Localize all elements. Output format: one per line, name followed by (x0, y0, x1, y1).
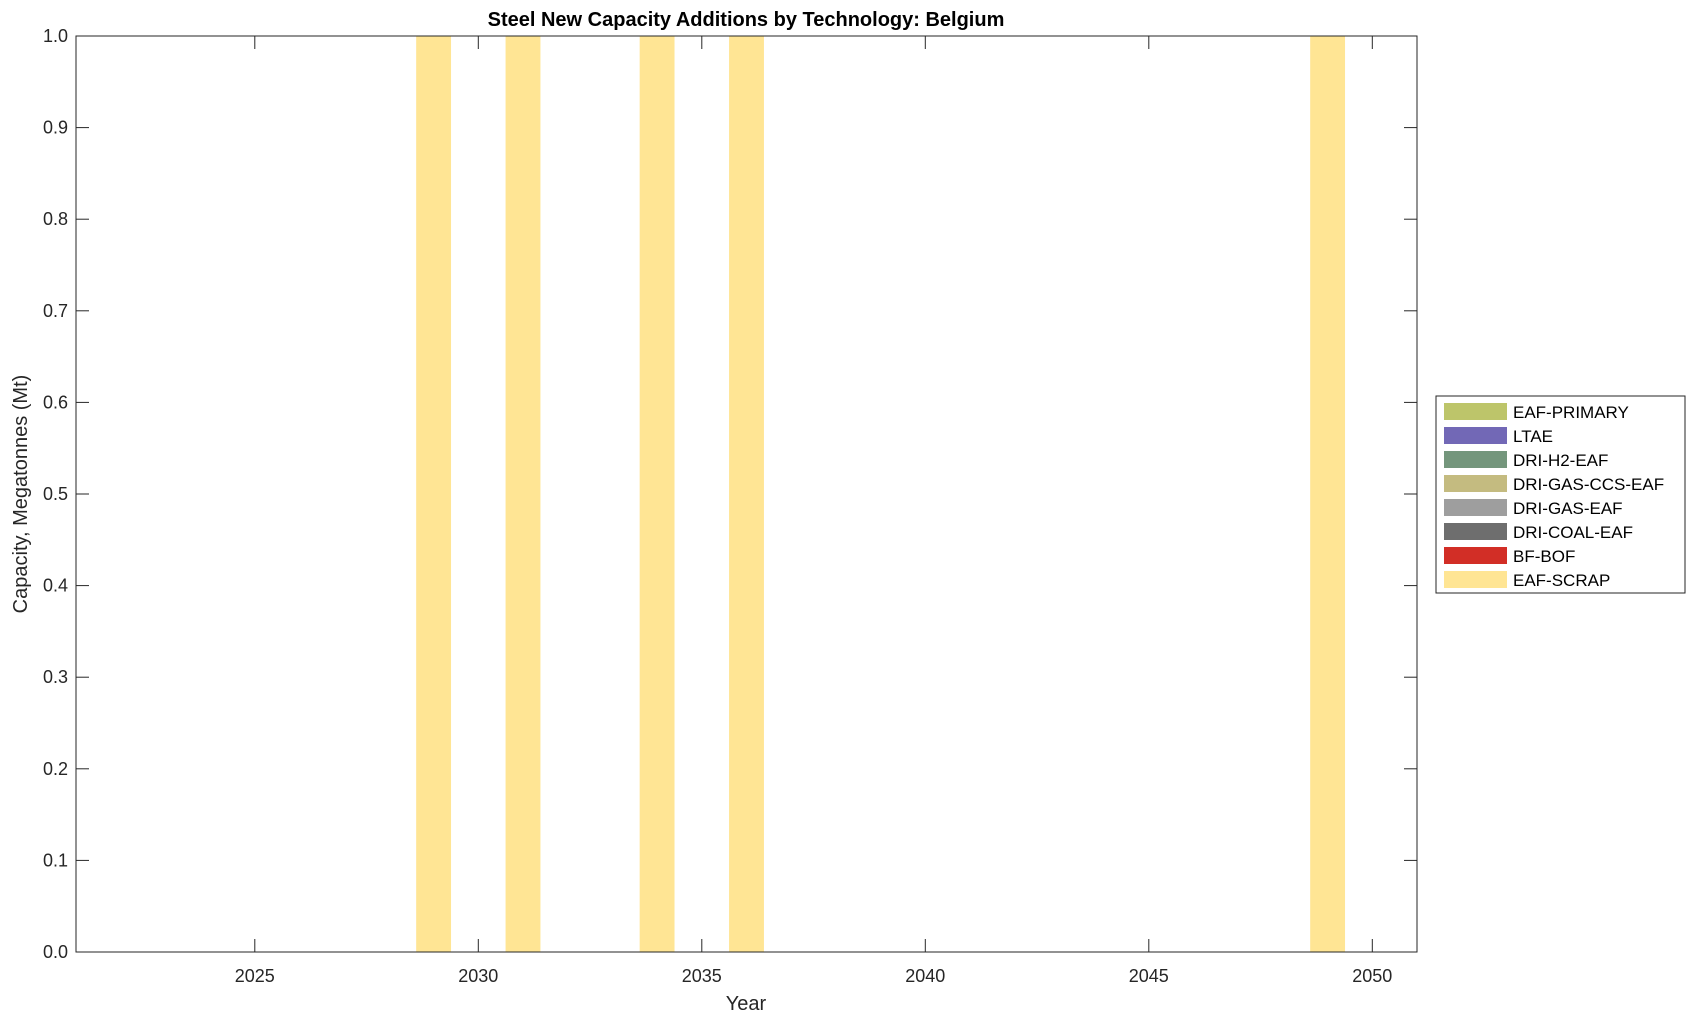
legend-entry: DRI-GAS-CCS-EAF (1513, 475, 1664, 494)
x-axis-label: Year (726, 993, 767, 1015)
x-tick-label: 2030 (458, 966, 498, 986)
chart-title: Steel New Capacity Additions by Technolo… (488, 9, 1005, 31)
legend-swatch (1444, 475, 1507, 492)
legend-swatch (1444, 571, 1507, 588)
x-tick-label: 2050 (1352, 966, 1392, 986)
legend-entry: LTAE (1513, 427, 1553, 446)
legend-entry: EAF-PRIMARY (1513, 403, 1629, 422)
y-tick-label: 1.0 (43, 26, 68, 46)
legend-swatch (1444, 451, 1507, 468)
legend-swatch (1444, 523, 1507, 540)
legend-swatch (1444, 427, 1507, 444)
legend-entry: EAF-SCRAP (1513, 571, 1610, 590)
y-tick-label: 0.5 (43, 484, 68, 504)
y-tick-label: 0.8 (43, 209, 68, 229)
bar-eaf-scrap-2034 (639, 36, 675, 952)
legend-entry: DRI-GAS-EAF (1513, 499, 1623, 518)
legend-swatch (1444, 547, 1507, 564)
x-tick-label: 2040 (905, 966, 945, 986)
legend-swatch (1444, 403, 1507, 420)
bar-eaf-scrap-2029 (416, 36, 452, 952)
x-axis: 2025 2030 2035 2040 2045 2050 (235, 36, 1392, 986)
y-tick-label: 0.2 (43, 759, 68, 779)
y-tick-label: 0.9 (43, 118, 68, 138)
y-axis-label: Capacity, Megatonnes (Mt) (10, 375, 32, 614)
y-tick-label: 0.1 (43, 850, 68, 870)
legend-entry: BF-BOF (1513, 547, 1575, 566)
legend: EAF-PRIMARY LTAE DRI-H2-EAF DRI-GAS-CCS-EAF… (1435, 395, 1686, 594)
x-tick-label: 2035 (682, 966, 722, 986)
legend-entry: DRI-COAL-EAF (1513, 523, 1633, 542)
y-axis: 0.0 0.1 0.2 0.3 0.4 0.5 0.6 0.7 0.8 0.9 1.0 (43, 26, 1417, 962)
y-tick-label: 0.4 (43, 576, 68, 596)
bar-eaf-scrap-2049 (1310, 36, 1346, 952)
bars (416, 36, 1346, 952)
bar-eaf-scrap-2031 (505, 36, 541, 952)
y-tick-label: 0.0 (43, 942, 68, 962)
bar-eaf-scrap-2036 (729, 36, 764, 952)
legend-entry: DRI-H2-EAF (1513, 451, 1608, 470)
y-tick-label: 0.7 (43, 301, 68, 321)
y-tick-label: 0.6 (43, 392, 68, 412)
x-tick-label: 2045 (1129, 966, 1169, 986)
legend-swatch (1444, 499, 1507, 516)
x-tick-label: 2025 (235, 966, 275, 986)
y-tick-label: 0.3 (43, 667, 68, 687)
